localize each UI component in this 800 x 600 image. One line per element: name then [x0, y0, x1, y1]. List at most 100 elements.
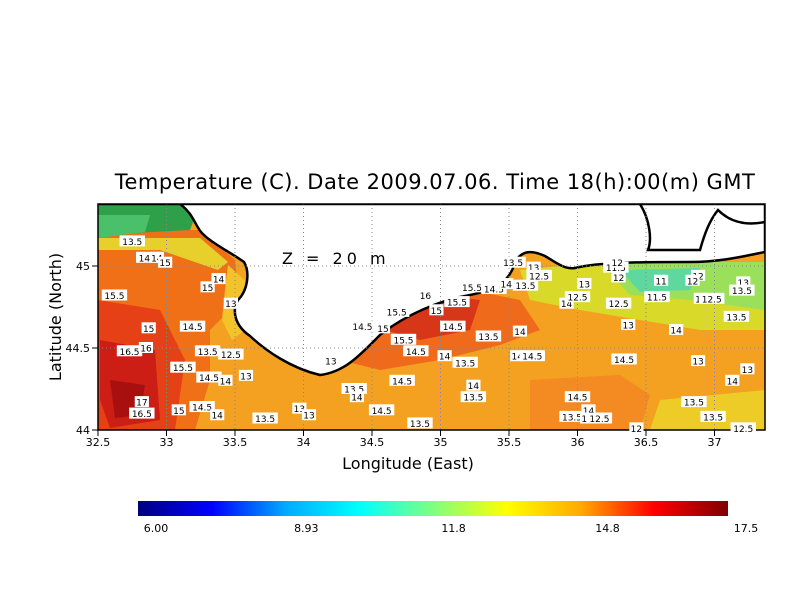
contour-label: 15.5 — [101, 289, 128, 302]
contour-label: 13.5 — [119, 235, 145, 248]
contour-label: 15.5 — [444, 296, 470, 309]
contour-label: 13 — [238, 369, 254, 382]
contour-label: 13.5 — [500, 256, 526, 269]
svg-text:13: 13 — [325, 358, 336, 368]
contour-label: 12 — [610, 256, 625, 269]
svg-text:13.5: 13.5 — [515, 282, 535, 292]
plot-frame — [97, 203, 766, 431]
x-tick-label: 35 — [434, 436, 448, 449]
svg-text:16: 16 — [140, 345, 152, 355]
contour-label: 15.5 — [383, 305, 410, 318]
contour-label: 13.5 — [512, 279, 539, 292]
svg-text:12.5: 12.5 — [221, 351, 241, 361]
axis-ticks: 32.5 33 33.5 34 34.5 35 35.5 36 36.5 37 44 44.5 45 — [66, 260, 722, 449]
contour-label: 15.5 — [459, 281, 485, 294]
contour-label: 13.5 — [341, 383, 367, 396]
contour-label: 13.5 — [452, 356, 478, 369]
x-axis-label: Longitude (East) — [342, 454, 474, 473]
svg-text:14: 14 — [583, 407, 595, 417]
x-tick-label: 34.5 — [360, 436, 385, 449]
svg-text:14: 14 — [468, 382, 480, 392]
contour-label: 14 — [725, 374, 740, 387]
contour-label: 12.5 — [526, 269, 552, 282]
contour-label: 13 — [736, 276, 751, 289]
svg-text:11.5: 11.5 — [647, 294, 667, 304]
contour-label: 14.5 — [403, 345, 429, 358]
svg-text:14: 14 — [351, 394, 363, 404]
contour-label: 15 — [141, 322, 156, 335]
contour-label: 14.5 — [519, 350, 545, 363]
contour-label: 14 — [510, 350, 525, 363]
contour-label: 13 — [301, 409, 317, 422]
contour-label: 11.5 — [644, 291, 670, 304]
contour-label: 13.5 — [194, 345, 221, 358]
svg-text:14: 14 — [151, 254, 163, 264]
contour-label: 13 — [740, 363, 755, 376]
contour-label: 16.5 — [116, 345, 143, 358]
contour-label: 13 — [690, 355, 706, 368]
svg-text:13.5: 13.5 — [122, 238, 142, 248]
svg-text:14: 14 — [511, 353, 523, 363]
contour-label: 13 — [292, 402, 307, 415]
contour-label: 14.5 — [349, 320, 376, 333]
x-tick-label: 37 — [708, 436, 722, 449]
svg-text:12: 12 — [687, 277, 698, 287]
contour-label: 15 — [171, 404, 186, 417]
svg-text:13.5: 13.5 — [562, 413, 582, 423]
svg-text:13: 13 — [294, 405, 305, 415]
svg-text:14.5: 14.5 — [614, 356, 634, 366]
svg-text:13.5: 13.5 — [344, 386, 364, 396]
x-tick-label: 36.5 — [634, 436, 659, 449]
svg-text:14.5: 14.5 — [139, 254, 159, 264]
contour-label: 12.5 — [730, 422, 756, 435]
chart-title: Temperature (C). Date 2009.07.06. Time 1… — [114, 170, 756, 194]
y-tick-label: 45 — [76, 260, 90, 273]
x-tick-label: 33.5 — [223, 436, 248, 449]
x-tick-label: 32.5 — [86, 436, 111, 449]
svg-text:12.5: 12.5 — [609, 300, 629, 310]
contour-label: 14 — [499, 278, 514, 291]
svg-text:17: 17 — [136, 399, 147, 409]
contour-label: 16 — [418, 289, 433, 302]
contour-label: 14.5 — [135, 251, 162, 264]
svg-text:14.5: 14.5 — [183, 323, 203, 333]
svg-text:16: 16 — [420, 292, 432, 302]
svg-text:13: 13 — [240, 372, 251, 382]
svg-text:14: 14 — [727, 377, 739, 387]
contour-label: 14.5 — [389, 374, 415, 387]
y-tick-label: 44.5 — [66, 342, 91, 355]
svg-text:15.5: 15.5 — [104, 292, 124, 302]
contour-label: 13 — [621, 319, 636, 332]
contour-label: 12 — [629, 422, 644, 435]
contour-label: 13.5 — [729, 284, 755, 297]
svg-text:14.5: 14.5 — [199, 374, 219, 384]
svg-text:13.5: 13.5 — [463, 394, 483, 404]
x-tick-label: 33 — [160, 436, 174, 449]
svg-text:12.5: 12.5 — [702, 295, 722, 305]
contour-label: 11 — [653, 274, 669, 287]
contour-label: 13.5 — [252, 412, 278, 425]
svg-text:14: 14 — [211, 412, 223, 422]
contour-label: 14.5 — [564, 391, 591, 404]
svg-text:14.5: 14.5 — [372, 407, 392, 417]
contour-label: 15 — [375, 322, 391, 335]
svg-text:13.5: 13.5 — [503, 259, 523, 269]
svg-text:14: 14 — [514, 328, 526, 338]
contour-label: 15.5 — [390, 333, 417, 346]
svg-text:13.5: 13.5 — [726, 313, 746, 323]
svg-text:15.5: 15.5 — [462, 284, 482, 294]
svg-text:12.5: 12.5 — [733, 425, 753, 435]
svg-text:15: 15 — [377, 325, 388, 335]
svg-text:13.5: 13.5 — [410, 420, 430, 430]
contour-label: 14.5 — [611, 353, 637, 366]
svg-text:15.5: 15.5 — [393, 336, 413, 346]
contour-label: 14 — [512, 325, 528, 338]
svg-text:14.5: 14.5 — [352, 323, 372, 333]
contour-label: 13 — [223, 297, 238, 310]
contour-label: 14.5 — [440, 320, 466, 333]
contour-label: 14 — [466, 379, 481, 392]
x-tick-label: 34 — [297, 436, 311, 449]
svg-text:14: 14 — [213, 276, 225, 286]
svg-text:12: 12 — [613, 274, 624, 284]
svg-text:15.5: 15.5 — [387, 308, 407, 318]
